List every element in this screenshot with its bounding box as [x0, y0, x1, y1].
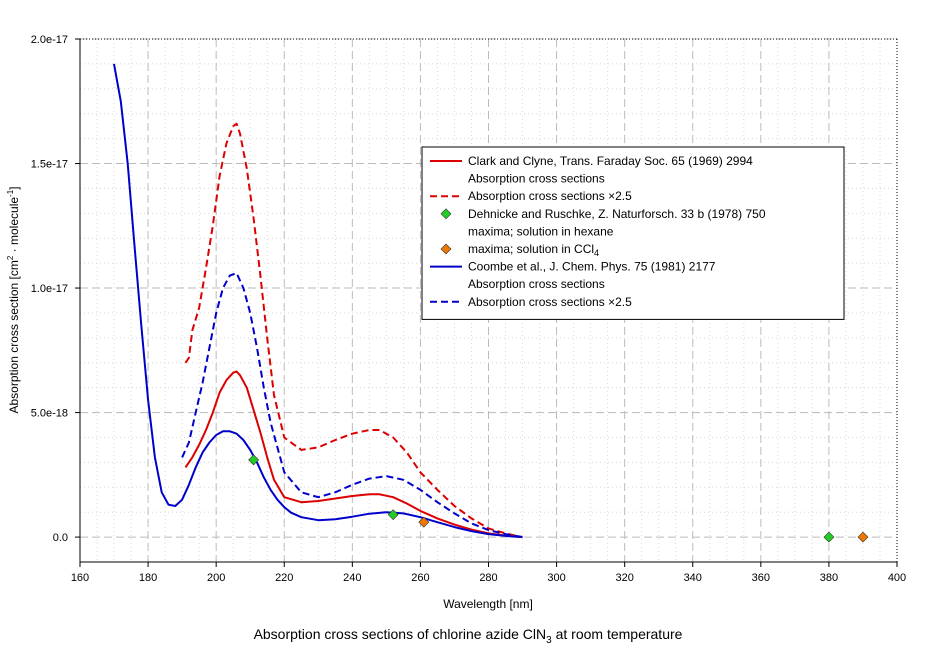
chart-title-main: Absorption cross sections of chlorine az… [253, 626, 547, 642]
chart-title-suffix: at room temperature [551, 626, 683, 642]
x-tick-label: 400 [888, 572, 906, 584]
legend-entry-text: Absorption cross sections ×2.5 [468, 295, 632, 309]
y-axis-title-sup2: -1 [6, 189, 15, 197]
x-tick-label: 260 [411, 572, 429, 584]
legend-entry-main: maxima; solution in hexane [468, 224, 614, 238]
legend-entry-main: Absorption cross sections [468, 172, 605, 186]
series-line-blue-solid [113, 63, 523, 539]
x-tick-label: 280 [479, 572, 497, 584]
x-tick-label: 180 [139, 572, 157, 584]
legend-entry-text: Coombe et al., J. Chem. Phys. 75 (1981) … [468, 260, 716, 274]
x-tick-label: 320 [615, 572, 633, 584]
y-tick-label: 2.0e-17 [31, 34, 68, 46]
legend-swatch-orange-diamond [440, 243, 452, 255]
data-point-green [248, 454, 260, 466]
y-tick-label: 1.5e-17 [31, 159, 68, 171]
series-line-red-solid [184, 370, 523, 539]
legend-entry-main: Clark and Clyne, Trans. Faraday Soc. 65 … [468, 154, 753, 168]
x-tick-label: 160 [71, 572, 89, 584]
legend-entry-text: Absorption cross sections [468, 172, 605, 186]
x-tick-label: 340 [684, 572, 702, 584]
data-point-green [387, 509, 399, 521]
legend-entry-main: Absorption cross sections ×2.5 [468, 295, 632, 309]
chart-title-subscript: 3 [546, 634, 552, 646]
y-axis-title: Absorption cross section [cm2 · molecule… [6, 186, 21, 413]
data-point-orange [418, 516, 430, 528]
y-axis-title-mid: · molecule [7, 197, 21, 256]
data-point-green [823, 531, 835, 543]
legend-entry-main: Coombe et al., J. Chem. Phys. 75 (1981) … [468, 260, 716, 274]
y-axis-title-sup1: 2 [6, 255, 15, 260]
marker-group [248, 454, 869, 543]
legend-box [421, 146, 845, 320]
x-tick-label: 380 [820, 572, 838, 584]
legend-entry-text: Dehnicke and Ruschke, Z. Naturforsch. 33… [468, 207, 766, 221]
chart-title: Absorption cross sections of chlorine az… [0, 626, 936, 646]
y-tick-label: 1.0e-17 [31, 283, 68, 295]
x-tick-label: 360 [752, 572, 770, 584]
y-tick-label: 5.0e-18 [31, 408, 68, 420]
x-tick-label: 300 [547, 572, 565, 584]
legend-entry-text: Clark and Clyne, Trans. Faraday Soc. 65 … [468, 154, 753, 168]
legend-entry-main: Dehnicke and Ruschke, Z. Naturforsch. 33… [468, 207, 766, 221]
series-line-red-dashed [184, 122, 523, 539]
y-tick-label: 0.0 [53, 532, 68, 544]
x-tick-label: 220 [275, 572, 293, 584]
legend-entry-text: maxima; solution in hexane [468, 224, 614, 238]
legend-entry-main: Absorption cross sections [468, 277, 605, 291]
x-tick-label: 240 [343, 572, 361, 584]
legend-entry-main: maxima; solution in CCl [468, 242, 594, 256]
data-point-orange [857, 531, 869, 543]
legend-entry-text: Absorption cross sections ×2.5 [468, 189, 632, 203]
y-axis: 0.0 5.0e-18 1.0e-17 1.5e-17 2.0e-17 [31, 34, 80, 544]
legend: Clark and Clyne, Trans. Faraday Soc. 65 … [421, 146, 845, 320]
legend-entry-text: maxima; solution in CCl4 [468, 242, 599, 258]
legend-entry-main: Absorption cross sections ×2.5 [468, 189, 632, 203]
legend-entry-text: Absorption cross sections [468, 277, 605, 291]
x-axis: 160 180 200 220 240 260 280 300 320 340 360 380 400 [71, 562, 906, 584]
series-line-blue-dashed [181, 272, 523, 539]
y-axis-title-main: Absorption cross section [cm [7, 260, 21, 413]
series-group [113, 63, 523, 539]
legend-swatch-green-diamond [440, 208, 452, 220]
y-axis-title-end: ] [7, 186, 21, 189]
x-tick-label: 200 [207, 572, 225, 584]
legend-entry-subscript: 4 [594, 248, 599, 258]
x-axis-title: Wavelength [nm] [443, 597, 533, 611]
